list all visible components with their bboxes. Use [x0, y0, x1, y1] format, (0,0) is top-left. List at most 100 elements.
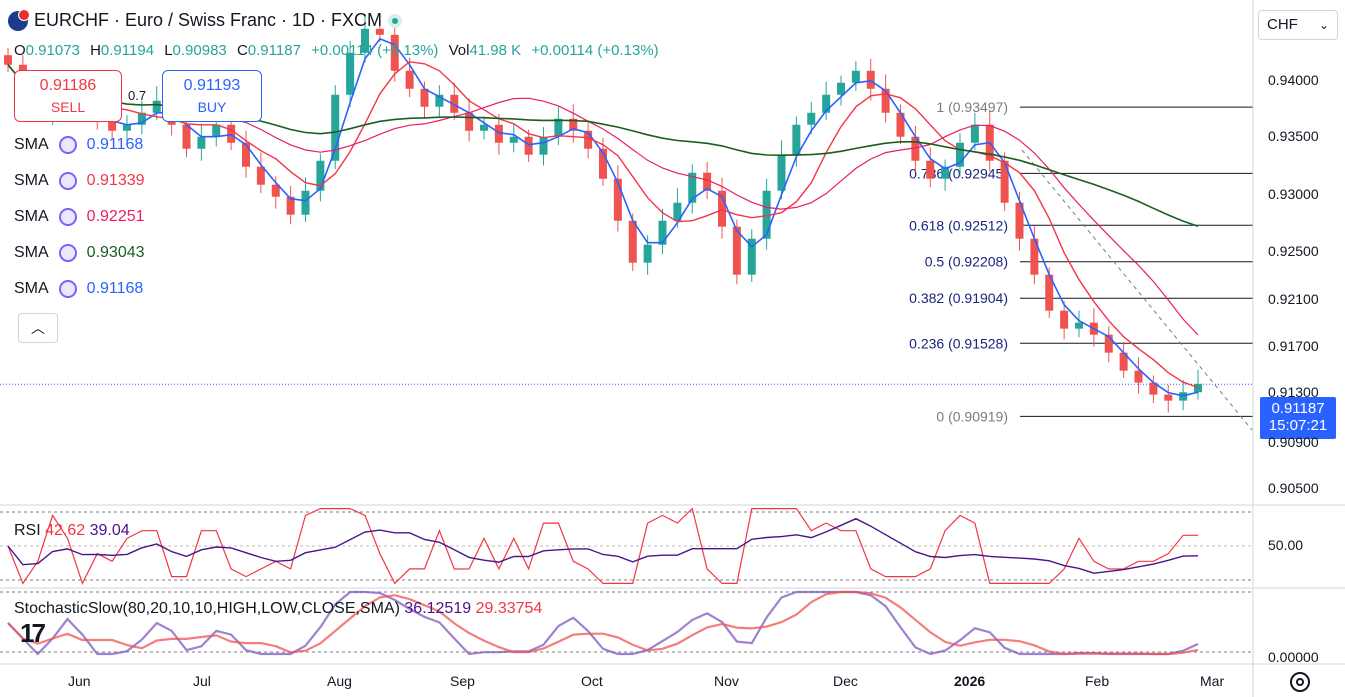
candle-body[interactable]: [406, 71, 414, 89]
chevron-down-icon: ⌄: [1319, 11, 1329, 39]
price-axis-label: 0.90500: [1268, 480, 1319, 496]
candle-body[interactable]: [227, 125, 235, 143]
symbol-header[interactable]: EURCHF · Euro / Swiss Franc · 1D · FXCM: [8, 10, 402, 31]
candle-body[interactable]: [480, 125, 488, 131]
settings-icon[interactable]: [59, 244, 77, 262]
time-axis-label: Dec: [833, 673, 858, 689]
candle-body[interactable]: [1075, 323, 1083, 329]
candle-body[interactable]: [242, 143, 250, 167]
candle-body[interactable]: [4, 55, 12, 65]
stoch-axis-label: 0.00000: [1268, 649, 1319, 665]
candle-body[interactable]: [867, 71, 875, 89]
currency-selector[interactable]: CHF ⌄: [1258, 10, 1338, 40]
candle-body[interactable]: [1194, 384, 1202, 392]
candle-body[interactable]: [554, 119, 562, 137]
sma-name: SMA: [14, 136, 49, 154]
candle-body[interactable]: [183, 125, 191, 149]
candle-body[interactable]: [421, 89, 429, 107]
currency-label: CHF: [1267, 16, 1298, 33]
sma-legend-row[interactable]: SMA 0.91168: [14, 280, 143, 298]
settings-icon[interactable]: [59, 136, 77, 154]
candle-body[interactable]: [792, 125, 800, 155]
candle-body[interactable]: [525, 137, 533, 155]
candle-body[interactable]: [837, 83, 845, 95]
sma-value: 0.91168: [87, 136, 144, 154]
candle-body[interactable]: [644, 245, 652, 263]
fib-level-label: 0.786 (0.92945): [909, 165, 1008, 181]
sma-legend-row[interactable]: SMA 0.91168: [14, 136, 143, 154]
price-axis-label: 0.92100: [1268, 291, 1319, 307]
fib-level-label: 1 (0.93497): [936, 99, 1008, 115]
candle-body[interactable]: [778, 155, 786, 191]
high-value: 0.91194: [101, 42, 154, 59]
time-axis-label: Jul: [193, 673, 211, 689]
indicator-panes: [0, 509, 1253, 654]
candle-body[interactable]: [807, 113, 815, 125]
spread-value: 0.7: [128, 88, 146, 103]
candle-body[interactable]: [212, 125, 220, 137]
rsi-name: RSI: [14, 522, 41, 539]
time-axis-label: 2026: [954, 673, 985, 689]
candle-body[interactable]: [852, 71, 860, 83]
candle-body[interactable]: [1164, 395, 1172, 401]
candle-body[interactable]: [510, 137, 518, 143]
sma-legend-row[interactable]: SMA 0.92251: [14, 208, 145, 226]
time-axis-label: Jun: [68, 673, 91, 689]
last-price-tag: 0.91187 15:07:21: [1260, 397, 1336, 439]
sell-price: 0.91186: [15, 77, 121, 95]
candle-body[interactable]: [659, 221, 667, 245]
bar-countdown: 15:07:21: [1260, 417, 1336, 434]
sma-value: 0.91339: [87, 172, 145, 190]
candle-body[interactable]: [629, 221, 637, 263]
candle-body[interactable]: [1001, 161, 1009, 203]
candle-body[interactable]: [971, 125, 979, 143]
candle-body[interactable]: [197, 137, 205, 149]
time-axis-label: Feb: [1085, 673, 1109, 689]
fib-level-label: 0.236 (0.91528): [909, 335, 1008, 351]
sma-name: SMA: [14, 172, 49, 190]
close-value: 0.91187: [248, 42, 301, 59]
candle-body[interactable]: [926, 161, 934, 179]
price-axis-label: 0.91700: [1268, 338, 1319, 354]
candle-body[interactable]: [257, 167, 265, 185]
fib-level-label: 0.618 (0.92512): [909, 217, 1008, 233]
candle-body[interactable]: [882, 89, 890, 113]
symbol-title[interactable]: EURCHF · Euro / Swiss Franc · 1D · FXCM: [34, 10, 382, 31]
sma-value: 0.93043: [87, 244, 145, 262]
settings-icon[interactable]: [59, 172, 77, 190]
settings-icon[interactable]: [1290, 672, 1310, 692]
candle-body[interactable]: [614, 179, 622, 221]
stochastic-legend[interactable]: StochasticSlow(80,20,10,10,HIGH,LOW,CLOS…: [14, 600, 542, 618]
candle-body[interactable]: [1135, 371, 1143, 383]
candle-body[interactable]: [346, 53, 354, 95]
ohlc-legend: O0.91073 H0.91194 L0.90983 C0.91187 +0.0…: [14, 42, 665, 59]
stoch-k-value: 36.12519: [404, 600, 471, 617]
rsi-legend[interactable]: RSI 42.62 39.04: [14, 522, 130, 540]
sell-label: SELL: [15, 99, 121, 115]
sma-legend-row[interactable]: SMA 0.93043: [14, 244, 145, 262]
candle-body[interactable]: [1060, 311, 1068, 329]
volume-value: 41.98 K: [469, 42, 521, 59]
open-value: 0.91073: [26, 42, 80, 59]
rsi-value: 42.62: [45, 522, 85, 539]
fib-level-label: 0 (0.90919): [936, 408, 1008, 424]
price-axis-label: 0.92500: [1268, 243, 1319, 259]
sell-button[interactable]: 0.91186 SELL: [14, 70, 122, 122]
volume-change: +0.00114 (+0.13%): [531, 42, 658, 59]
price-axis-label: 0.93000: [1268, 186, 1319, 202]
settings-icon[interactable]: [59, 280, 77, 298]
time-axis-label: Sep: [450, 673, 475, 689]
candle-body[interactable]: [302, 191, 310, 215]
settings-icon[interactable]: [59, 208, 77, 226]
buy-button[interactable]: 0.91193 BUY: [162, 70, 262, 122]
rsi-ma-value: 39.04: [90, 522, 130, 539]
candle-body[interactable]: [123, 125, 131, 131]
stoch-name: StochasticSlow(80,20,10,10,HIGH,LOW,CLOS…: [14, 600, 400, 617]
low-label: L: [164, 42, 172, 59]
collapse-legend-button[interactable]: ︿: [18, 313, 58, 343]
high-label: H: [90, 42, 101, 59]
sma-legend-row[interactable]: SMA 0.91339: [14, 172, 145, 190]
candle-body[interactable]: [153, 101, 161, 113]
time-axis-label: Aug: [327, 673, 352, 689]
candle-body[interactable]: [540, 137, 548, 155]
